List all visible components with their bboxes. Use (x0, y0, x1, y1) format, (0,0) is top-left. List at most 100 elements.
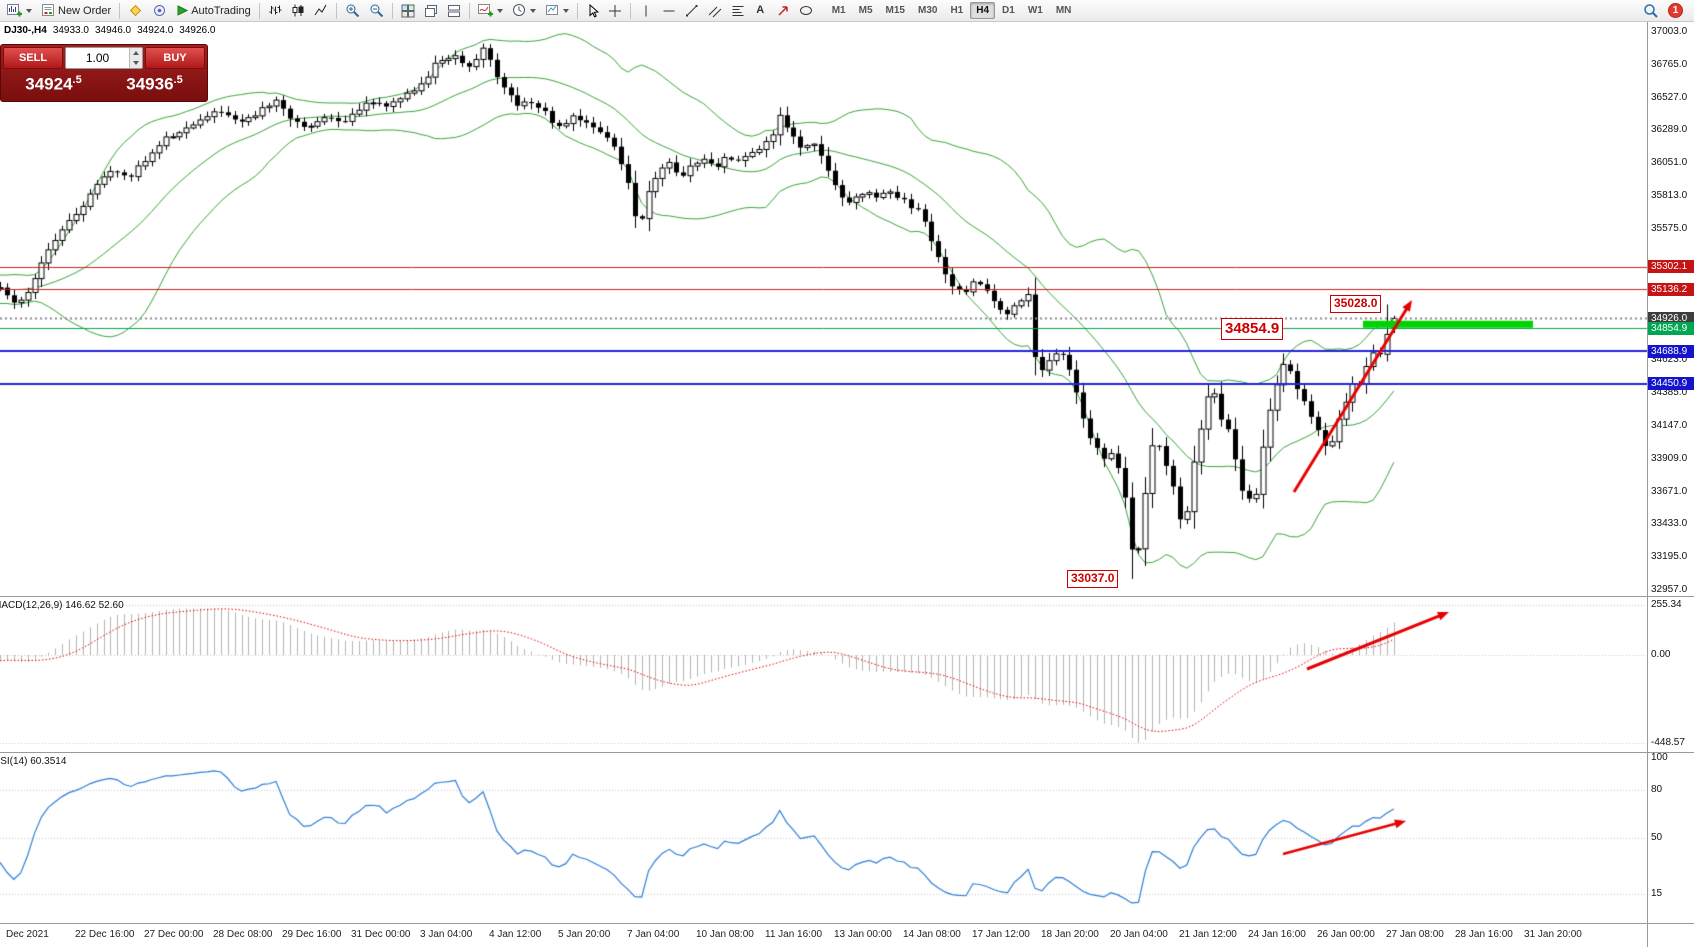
quote-open: 34933.0 (52, 25, 89, 36)
new-chart-icon (7, 4, 22, 17)
price-axis-label: 34623.0 (1651, 354, 1688, 366)
lot-size-input[interactable] (66, 48, 129, 68)
quote-low: 34924.0 (137, 25, 174, 36)
new-chart-button[interactable] (3, 1, 36, 21)
metaeditor-button[interactable] (124, 1, 147, 21)
options-button[interactable] (148, 1, 171, 21)
timeframe-h1[interactable]: H1 (950, 5, 964, 16)
panel-separator[interactable] (0, 752, 1694, 753)
price-annotation[interactable]: 33037.0 (1067, 570, 1119, 588)
rsi-axis-label: 50 (1651, 832, 1663, 843)
channel-tool-button[interactable] (704, 1, 726, 21)
timeframe-w1[interactable]: W1 (1027, 5, 1043, 16)
price-tag: 34450.9 (1648, 377, 1694, 391)
trendline-tool-button[interactable] (681, 1, 703, 21)
metaeditor-icon (130, 4, 142, 17)
autotrading-label: AutoTrading (191, 4, 251, 17)
line-chart-button[interactable] (310, 1, 332, 21)
price-axis-label: 37003.0 (1651, 26, 1688, 37)
indicators-button[interactable] (474, 1, 507, 21)
price-tag: 35136.2 (1648, 282, 1694, 296)
price-tag: 34926.0 (1648, 311, 1694, 325)
vertical-line-tool-button[interactable] (635, 1, 657, 21)
timeframe-m5[interactable]: M5 (858, 5, 873, 16)
price-tag: 35302.1 (1648, 260, 1694, 274)
line-chart-icon (314, 4, 327, 16)
price-axis-label: 36289.0 (1651, 124, 1688, 136)
fibonacci-tool-button[interactable] (727, 1, 749, 21)
quote-high: 34946.0 (94, 25, 132, 36)
shapes-tool-icon (799, 6, 812, 15)
templates-button[interactable] (541, 1, 573, 21)
sell-button[interactable]: SELL (3, 47, 63, 69)
crosshair-tool-button[interactable] (604, 1, 626, 21)
new-order-button[interactable]: New Order (37, 1, 115, 21)
toolbar-separator (258, 2, 260, 19)
chevron-down-icon (562, 8, 569, 13)
price-axis-label: 33195.0 (1651, 551, 1688, 563)
options-icon (154, 5, 166, 16)
macd-axis-label: 255.34 (1651, 599, 1682, 610)
toolbar-separator (576, 2, 578, 19)
arrows-tool-button[interactable] (772, 1, 794, 21)
lot-size-field (65, 47, 143, 69)
macd-axis-label: 0.00 (1651, 649, 1671, 661)
buy-button[interactable]: BUY (145, 47, 205, 69)
price-annotation[interactable]: 35028.0 (1330, 295, 1382, 313)
trendline-icon (685, 4, 698, 16)
zoom-in-button[interactable] (341, 1, 364, 21)
timeframe-m1[interactable]: M1 (831, 5, 846, 16)
price-tag: 34688.9 (1648, 344, 1694, 358)
rsi-canvas[interactable] (0, 753, 1647, 922)
timeframe-d1[interactable]: D1 (1002, 5, 1015, 16)
rsi-axis-label: 100 (1651, 752, 1668, 763)
fibonacci-icon (732, 5, 744, 16)
price-axis-label: 35575.0 (1651, 222, 1688, 234)
lot-decrease-button[interactable] (130, 58, 142, 68)
shapes-tool-button[interactable] (795, 1, 817, 21)
new-order-icon (42, 4, 54, 16)
horizontal-line-icon (663, 10, 675, 11)
timeframe-m15[interactable]: M15 (885, 5, 905, 16)
autotrading-button[interactable]: AutoTrading (172, 1, 255, 21)
zoom-out-icon (370, 4, 383, 18)
cascade-windows-button[interactable] (420, 1, 442, 21)
price-tag: 34854.9 (1648, 321, 1694, 335)
price-axis-label: 36527.0 (1651, 91, 1688, 103)
rsi-axis-label: 15 (1651, 888, 1663, 899)
arrange-windows-button[interactable] (443, 1, 465, 21)
rsi-axis-label: 80 (1651, 784, 1663, 795)
timeframe-m30[interactable]: M30 (917, 5, 938, 16)
quote-close: 34926.0 (179, 25, 216, 36)
panel-separator[interactable] (0, 923, 1694, 924)
tile-windows-button[interactable] (397, 1, 419, 21)
bar-chart-button[interactable] (264, 1, 286, 21)
price-axis-label: 34385.0 (1651, 387, 1688, 399)
cursor-tool-button[interactable] (582, 1, 603, 21)
panel-separator[interactable] (0, 596, 1694, 597)
axis-separator (1647, 22, 1648, 947)
search-button[interactable] (1639, 1, 1663, 21)
text-tool-button[interactable]: A (750, 1, 771, 21)
candlestick-icon (292, 4, 304, 17)
timeframe-h4[interactable]: H4 (970, 2, 996, 19)
zoom-in-icon (346, 4, 359, 18)
rsi-indicator-label: RSI(14) 60.3514 (0, 756, 67, 767)
timeframe-mn[interactable]: MN (1055, 5, 1072, 16)
horizontal-line-tool-button[interactable] (658, 1, 680, 21)
zoom-out-button[interactable] (365, 1, 388, 21)
price-annotation[interactable]: 34854.9 (1221, 318, 1284, 340)
toolbar-separator (119, 2, 121, 19)
lot-increase-button[interactable] (130, 48, 142, 58)
candlestick-chart-button[interactable] (287, 1, 309, 21)
toolbar-separator (335, 2, 337, 19)
channel-icon (708, 6, 722, 17)
macd-canvas[interactable] (0, 597, 1647, 751)
notification-badge[interactable]: 1 (1668, 3, 1683, 18)
main-toolbar: New Order AutoTrading (0, 0, 1694, 22)
price-axis-label: 32957.0 (1651, 583, 1688, 595)
periods-button[interactable] (508, 1, 540, 21)
indicators-icon (477, 4, 493, 17)
price-axis[interactable]: 37003.0 36765.0 36527.0 36289.0 36051.0 35813… (1648, 0, 1694, 947)
